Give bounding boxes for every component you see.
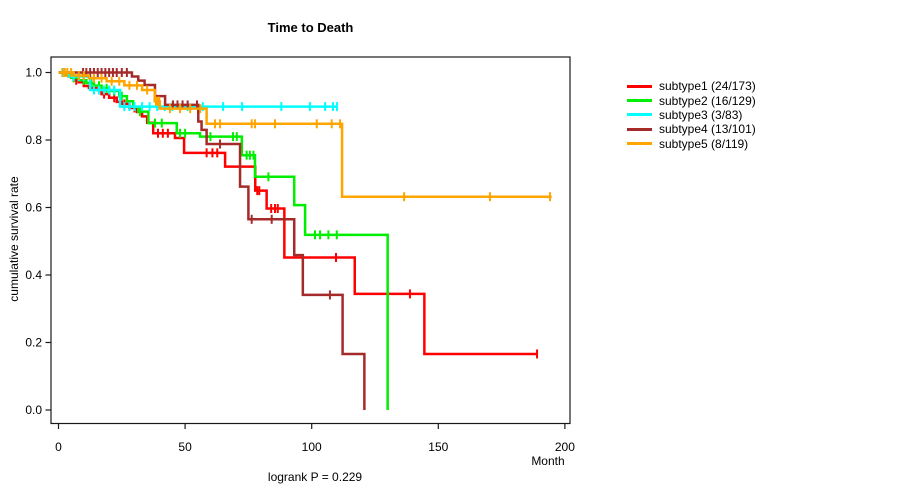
y-tick-label: 0.4 — [25, 268, 42, 282]
curve-subtype5 — [58, 71, 552, 198]
x-tick-label: 0 — [55, 440, 62, 454]
legend-label: subtype1 (24/173) — [659, 79, 756, 94]
y-tick-label: 0.2 — [25, 336, 42, 350]
legend-label: subtype4 (13/101) — [659, 122, 756, 137]
legend-label: subtype3 (3/83) — [659, 107, 743, 122]
legend-item-subtype4: subtype4 (13/101) — [627, 122, 756, 136]
logrank-annotation: logrank P = 0.229 — [267, 470, 363, 484]
legend-item-subtype5: subtype5 (8/119) — [627, 137, 756, 151]
legend: subtype1 (24/173) subtype2 (16/129) subtyp… — [627, 79, 756, 151]
plot-box — [50, 56, 571, 425]
y-tick-label: 0.0 — [25, 403, 42, 417]
y-tick-label: 0.6 — [25, 201, 42, 215]
curve-subtype1 — [58, 71, 538, 356]
x-tick-label: 100 — [302, 440, 322, 454]
legend-line-swatch — [627, 113, 652, 117]
x-tick-label: 200 — [555, 440, 575, 454]
x-tick-label: 150 — [428, 440, 448, 454]
y-tick-label: 0.8 — [25, 133, 42, 147]
legend-item-subtype3: subtype3 (3/83) — [627, 108, 756, 122]
legend-line-swatch — [627, 142, 652, 146]
legend-line-swatch — [627, 127, 652, 131]
x-axis-title: Month — [531, 454, 565, 468]
legend-label: subtype2 (16/129) — [659, 93, 756, 108]
curve-subtype2 — [58, 71, 389, 410]
y-tick-label: 1.0 — [25, 66, 42, 80]
legend-item-subtype1: subtype1 (24/173) — [627, 79, 756, 93]
legend-line-swatch — [627, 99, 652, 103]
legend-label: subtype5 (8/119) — [659, 136, 749, 151]
legend-item-subtype2: subtype2 (16/129) — [627, 93, 756, 108]
curve-subtype4 — [58, 71, 366, 410]
plot-title: Time to Death — [267, 20, 354, 35]
x-tick-label: 50 — [178, 440, 192, 454]
legend-line-swatch — [627, 84, 652, 88]
